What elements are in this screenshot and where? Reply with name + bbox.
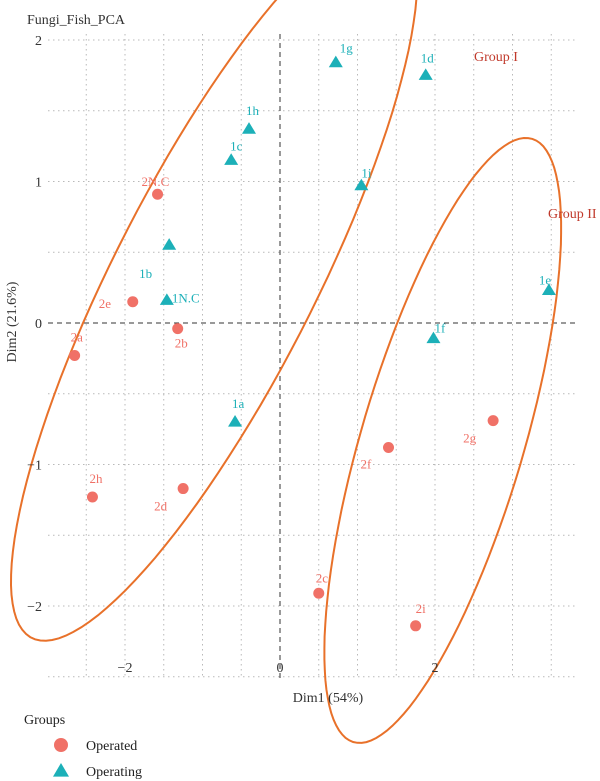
group-ellipse xyxy=(323,136,563,744)
chart-title: Fungi_Fish_PCA xyxy=(27,13,126,28)
point-operated xyxy=(410,620,422,632)
point-label: 2c xyxy=(316,570,329,585)
point-label: 2N.C xyxy=(142,174,170,189)
point-operating xyxy=(159,293,174,305)
point-operated xyxy=(86,491,98,503)
point-label: 1e xyxy=(539,272,552,287)
point-label: 1N.C xyxy=(172,290,200,305)
point-label: 1i xyxy=(361,166,372,181)
grid xyxy=(48,34,576,678)
point-operating xyxy=(228,415,243,427)
point-label: 1a xyxy=(232,396,245,411)
y-axis: −2 −1 0 1 2 xyxy=(27,34,42,615)
x-tick-label: 0 xyxy=(277,661,284,676)
x-axis: −2 0 2 xyxy=(118,661,439,676)
legend-items: Operated Operating xyxy=(53,738,142,780)
group-label: Group I xyxy=(474,50,518,65)
y-tick-label: −2 xyxy=(27,600,42,615)
point-operated xyxy=(313,587,325,599)
point-operated xyxy=(383,442,394,454)
point-label: 1b xyxy=(139,266,152,281)
point-label: 2a xyxy=(71,330,84,345)
point-operating xyxy=(242,122,256,134)
data-points: 2N.C 2e 2b 2a 2h 2d 2f 2g 2c 2i 1g 1d 1h 1c 1i 1b 1N.C 1e… xyxy=(69,41,556,632)
y-tick-label: 0 xyxy=(35,317,42,332)
legend: Groups Operated Operating xyxy=(24,713,142,780)
point-label: 2i xyxy=(416,601,427,616)
point-label: 1f xyxy=(434,321,446,336)
point-operated xyxy=(69,350,81,362)
point-operated xyxy=(152,188,164,200)
point-label: 1h xyxy=(246,103,260,118)
group-ellipses: Group I Group II xyxy=(9,0,597,744)
point-label: 2b xyxy=(175,336,188,351)
zero-lines xyxy=(48,34,576,678)
point-operating xyxy=(224,153,239,165)
legend-title: Groups xyxy=(24,713,65,728)
group-label: Group II xyxy=(548,207,597,222)
y-axis-title: Dim2 (21.6%) xyxy=(5,281,20,362)
point-operated xyxy=(127,296,139,308)
group-ellipse xyxy=(9,0,418,642)
x-tick-label: −2 xyxy=(118,661,133,676)
point-operated xyxy=(177,483,189,495)
point-label: 2e xyxy=(99,296,112,311)
y-tick-label: 2 xyxy=(35,34,42,49)
point-operating xyxy=(328,55,343,68)
legend-marker-operating xyxy=(53,763,69,777)
legend-marker-operated xyxy=(54,738,68,752)
legend-label: Operated xyxy=(86,739,137,754)
point-operating xyxy=(162,238,177,250)
point-label: 2g xyxy=(463,431,477,446)
y-tick-label: −1 xyxy=(27,459,42,474)
point-operating xyxy=(426,331,441,344)
point-operated xyxy=(487,415,499,427)
point-label: 2h xyxy=(89,471,103,486)
point-operating xyxy=(541,283,556,296)
point-operated xyxy=(172,323,184,335)
point-label: 1d xyxy=(421,50,435,65)
point-label: 1c xyxy=(230,138,243,153)
x-tick-label: 2 xyxy=(432,661,439,676)
point-label: 1g xyxy=(340,41,354,56)
point-operating xyxy=(418,68,433,80)
point-label: 2f xyxy=(361,457,373,472)
point-label: 2d xyxy=(154,499,168,514)
y-tick-label: 1 xyxy=(35,176,42,191)
point-operating xyxy=(354,178,369,191)
x-axis-title: Dim1 (54%) xyxy=(293,691,364,706)
legend-label: Operating xyxy=(86,765,142,780)
